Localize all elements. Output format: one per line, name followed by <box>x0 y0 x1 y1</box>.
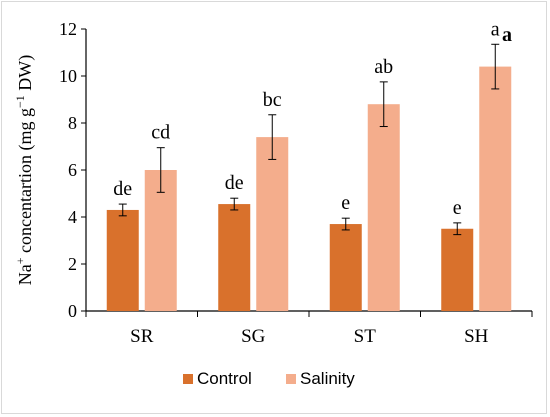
legend-swatch-salinity <box>286 374 296 384</box>
significance-label: e <box>453 197 462 219</box>
bar-control <box>218 204 251 311</box>
y-tick-label: 6 <box>68 160 77 180</box>
significance-label: cd <box>151 122 170 144</box>
y-label-sup2: −1 <box>13 95 27 108</box>
bar-control <box>329 224 362 311</box>
y-tick-label: 10 <box>59 66 77 86</box>
bar-salinity <box>367 104 400 311</box>
y-tick-label: 12 <box>59 19 77 39</box>
y-tick-label: 4 <box>68 207 77 227</box>
bar-salinity <box>144 170 177 311</box>
category-label: SG <box>241 326 266 347</box>
plot-area: 0 2 4 6 8 10 12 SR SG ST SH de de e e cd bc ab a <box>59 18 533 347</box>
y-tick-label: 0 <box>68 301 77 321</box>
significance-label: de <box>113 178 132 200</box>
y-label-suffix: DW) <box>15 55 36 95</box>
bar-salinity <box>479 66 512 311</box>
y-label-prefix: Na <box>15 264 35 285</box>
significance-label: a <box>491 18 500 40</box>
legend-label-salinity: Salinity <box>300 369 355 388</box>
y-tick-label: 2 <box>68 254 77 274</box>
legend: Control Salinity <box>183 369 355 388</box>
category-label: ST <box>354 326 377 347</box>
y-axis-label: Na+ concentartion (mg g−1 DW) <box>13 55 36 286</box>
y-label-middle: concentartion (mg g <box>15 108 36 257</box>
legend-swatch-control <box>183 374 193 384</box>
bar-control <box>441 228 474 311</box>
category-label: SH <box>464 326 489 347</box>
y-tick-label: 8 <box>68 113 77 133</box>
significance-label: ab <box>374 56 393 78</box>
bar-control <box>106 209 139 311</box>
legend-label-control: Control <box>197 369 252 388</box>
bold-annotation: a <box>502 24 512 46</box>
bar-salinity <box>256 137 289 311</box>
category-label: SR <box>130 326 154 347</box>
significance-label: de <box>225 172 244 194</box>
y-label-sup1: + <box>13 257 27 264</box>
significance-label: bc <box>263 89 282 111</box>
significance-label: e <box>341 192 350 214</box>
